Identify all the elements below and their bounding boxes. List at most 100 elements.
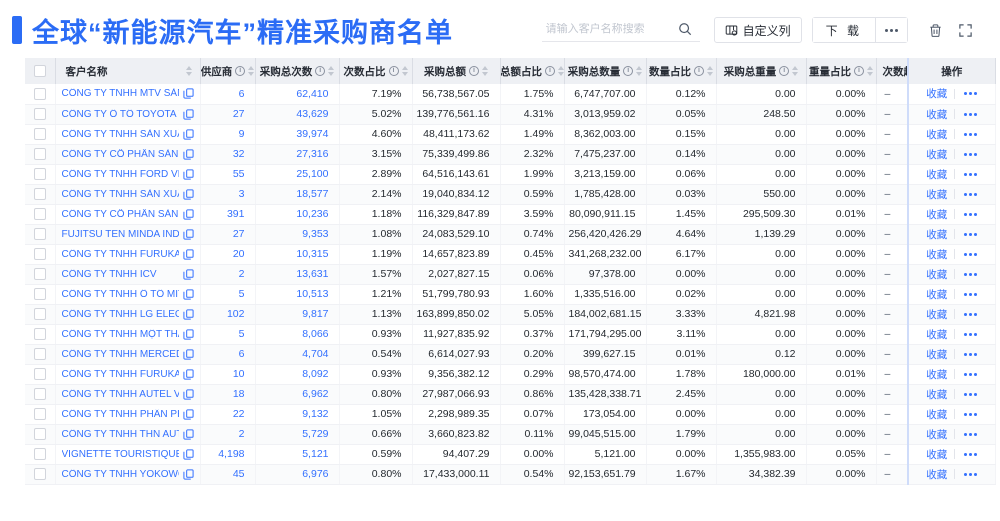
sort-icon[interactable]: [867, 66, 873, 76]
info-icon[interactable]: [469, 66, 479, 76]
info-icon[interactable]: [694, 66, 704, 76]
favorite-link[interactable]: 收藏: [926, 308, 948, 321]
row-checkbox[interactable]: [33, 328, 46, 341]
column-header[interactable]: 次数占比: [339, 58, 413, 84]
purchase-count[interactable]: 5,729: [255, 424, 340, 445]
row-more-icon[interactable]: [962, 352, 977, 356]
purchase-count[interactable]: 10,315: [255, 244, 340, 265]
purchase-count[interactable]: 39,974: [255, 124, 340, 145]
row-checkbox[interactable]: [33, 248, 46, 261]
column-header[interactable]: 采购总重量: [716, 58, 807, 84]
fullscreen-icon[interactable]: [954, 19, 976, 41]
row-more-icon[interactable]: [962, 132, 977, 136]
copy-icon[interactable]: [182, 108, 194, 120]
copy-icon[interactable]: [182, 248, 194, 260]
copy-icon[interactable]: [182, 448, 194, 460]
row-checkbox[interactable]: [33, 348, 46, 361]
customer-name-link[interactable]: CÔNG TY Ô TÔ TOYOTA VIỆT ...: [61, 108, 179, 120]
copy-icon[interactable]: [182, 188, 194, 200]
customer-name-link[interactable]: CÔNG TY TNHH YOKOWO VIỆT...: [61, 468, 179, 480]
customer-name-link[interactable]: CÔNG TY TNHH SẢN XUẤT VÀ ...: [61, 188, 179, 200]
sort-icon[interactable]: [558, 66, 564, 76]
customer-name-link[interactable]: CÔNG TY CỔ PHẦN SẢN XUẤT...: [61, 148, 179, 160]
favorite-link[interactable]: 收藏: [926, 228, 948, 241]
customer-name-link[interactable]: CÔNG TY TNHH THN AUTOPAR...: [61, 428, 179, 440]
row-checkbox[interactable]: [33, 208, 46, 221]
info-icon[interactable]: [388, 66, 399, 76]
row-more-icon[interactable]: [962, 312, 977, 316]
purchase-count[interactable]: 9,132: [255, 404, 340, 425]
row-more-icon[interactable]: [962, 432, 977, 436]
purchase-count[interactable]: 27,316: [255, 144, 340, 165]
suppliers-count[interactable]: 6: [200, 84, 256, 105]
row-checkbox[interactable]: [33, 368, 46, 381]
row-checkbox[interactable]: [33, 408, 46, 421]
copy-icon[interactable]: [182, 208, 194, 220]
sort-icon[interactable]: [636, 66, 643, 76]
suppliers-count[interactable]: 2: [200, 264, 256, 285]
row-checkbox[interactable]: [33, 448, 46, 461]
suppliers-count[interactable]: 18: [200, 384, 256, 405]
column-header[interactable]: 重量占比: [806, 58, 877, 84]
customer-name-link[interactable]: CÔNG TY TNHH MTV SẢN XUẤ...: [61, 88, 179, 100]
row-checkbox[interactable]: [33, 148, 46, 161]
info-icon[interactable]: [779, 66, 790, 76]
suppliers-count[interactable]: 102: [200, 304, 256, 325]
row-checkbox[interactable]: [33, 228, 46, 241]
column-header[interactable]: 客户名称: [55, 58, 201, 84]
column-header[interactable]: 数量占比: [646, 58, 717, 84]
suppliers-count[interactable]: 9: [200, 124, 256, 145]
purchase-count[interactable]: 10,236: [255, 204, 340, 225]
purchase-count[interactable]: 8,066: [255, 324, 340, 345]
copy-icon[interactable]: [182, 348, 194, 360]
sort-icon[interactable]: [248, 66, 255, 76]
suppliers-count[interactable]: 45: [200, 464, 256, 485]
customer-name-link[interactable]: VIGNETTE TOURISTIQUE G UNI...: [61, 448, 179, 460]
favorite-link[interactable]: 收藏: [926, 388, 948, 401]
customer-name-link[interactable]: CÔNG TY TNHH FURUKAWA A...: [61, 368, 179, 380]
customer-name-link[interactable]: CÔNG TY TNHH FURUKAWA A...: [61, 248, 179, 260]
row-more-icon[interactable]: [962, 232, 977, 236]
favorite-link[interactable]: 收藏: [926, 288, 948, 301]
suppliers-count[interactable]: 4,198: [200, 444, 256, 465]
row-more-icon[interactable]: [962, 392, 977, 396]
download-more-button[interactable]: [875, 18, 907, 42]
purchase-count[interactable]: 4,704: [255, 344, 340, 365]
column-header[interactable]: 采购总数量: [564, 58, 647, 84]
row-more-icon[interactable]: [962, 112, 977, 116]
customer-name-link[interactable]: CÔNG TY TNHH SẢN XUẤT VÀ ...: [61, 128, 179, 140]
purchase-count[interactable]: 18,577: [255, 184, 340, 205]
copy-icon[interactable]: [182, 148, 194, 160]
column-header[interactable]: 采购总额: [412, 58, 501, 84]
row-checkbox[interactable]: [33, 108, 46, 121]
sort-icon[interactable]: [328, 66, 335, 76]
favorite-link[interactable]: 收藏: [926, 428, 948, 441]
copy-icon[interactable]: [182, 288, 194, 300]
favorite-link[interactable]: 收藏: [926, 168, 948, 181]
copy-icon[interactable]: [182, 468, 194, 480]
row-more-icon[interactable]: [962, 332, 977, 336]
row-checkbox[interactable]: [33, 468, 46, 481]
row-more-icon[interactable]: [962, 452, 977, 456]
favorite-link[interactable]: 收藏: [926, 328, 948, 341]
column-header[interactable]: 总额占比: [500, 58, 565, 84]
purchase-count[interactable]: 9,817: [255, 304, 340, 325]
column-header[interactable]: 供应商: [200, 58, 256, 84]
copy-icon[interactable]: [182, 368, 194, 380]
sort-icon[interactable]: [792, 66, 799, 76]
row-checkbox[interactable]: [33, 308, 46, 321]
suppliers-count[interactable]: 5: [200, 324, 256, 345]
row-checkbox[interactable]: [33, 388, 46, 401]
purchase-count[interactable]: 6,976: [255, 464, 340, 485]
column-header[interactable]: 操作: [907, 58, 996, 84]
copy-icon[interactable]: [182, 228, 194, 240]
purchase-count[interactable]: 13,631: [255, 264, 340, 285]
copy-icon[interactable]: [182, 268, 194, 280]
row-more-icon[interactable]: [962, 92, 977, 96]
column-header[interactable]: 采购总次数: [255, 58, 340, 84]
favorite-link[interactable]: 收藏: [926, 148, 948, 161]
row-more-icon[interactable]: [962, 372, 977, 376]
row-more-icon[interactable]: [962, 472, 977, 476]
row-checkbox[interactable]: [33, 288, 46, 301]
suppliers-count[interactable]: 27: [200, 104, 256, 125]
